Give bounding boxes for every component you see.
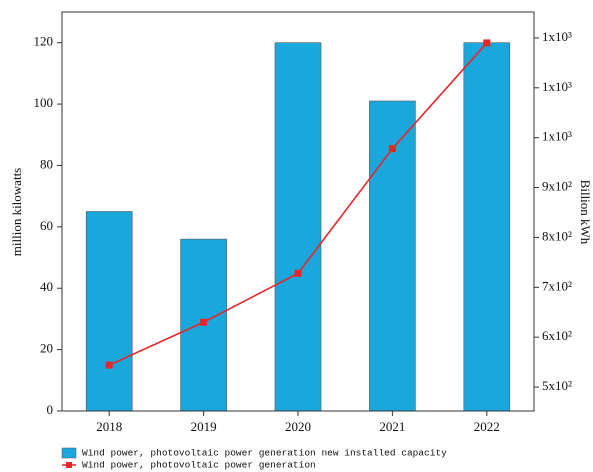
y2-tick-label: 9x10² — [542, 179, 572, 194]
x-tick-label: 2018 — [96, 419, 122, 434]
x-tick-label: 2020 — [285, 419, 311, 434]
y2-tick-label: 6x10² — [542, 328, 572, 343]
point — [483, 39, 491, 47]
legend-swatch — [61, 447, 77, 459]
bar — [274, 42, 322, 412]
y2-tick-label: 7x10² — [542, 278, 572, 293]
y2-tick-label: 1x10³ — [542, 79, 572, 94]
point — [294, 269, 302, 277]
x-tick-label: 2022 — [474, 419, 500, 434]
x-tick-label: 2019 — [191, 419, 217, 434]
y-tick-label: 0 — [47, 402, 54, 417]
legend-label: Wind power, photovoltaic power generatio… — [82, 460, 316, 471]
legend-swatch — [66, 462, 72, 468]
y2-tick-label: 1x10³ — [542, 29, 572, 44]
bar — [463, 42, 511, 412]
point — [388, 145, 396, 153]
y-tick-label: 60 — [40, 218, 53, 233]
x-tick-label: 2021 — [379, 419, 405, 434]
y-axis-label: million kilowatts — [9, 168, 24, 256]
y-tick-label: 40 — [40, 279, 53, 294]
y2-axis-label: Billion kWh — [578, 180, 593, 245]
y-tick-label: 100 — [34, 95, 54, 110]
y-tick-label: 20 — [40, 341, 53, 356]
point — [105, 361, 113, 369]
point — [200, 318, 208, 326]
y2-tick-label: 1x10³ — [542, 129, 572, 144]
bar — [369, 100, 416, 412]
plot-frame — [61, 11, 535, 412]
legend-label: Wind power, photovoltaic power generatio… — [82, 448, 447, 459]
y-tick-label: 120 — [34, 34, 54, 49]
y2-tick-label: 5x10² — [542, 378, 572, 393]
bar — [85, 211, 133, 412]
y2-tick-label: 8x10² — [542, 228, 572, 243]
y-tick-label: 80 — [40, 156, 53, 171]
